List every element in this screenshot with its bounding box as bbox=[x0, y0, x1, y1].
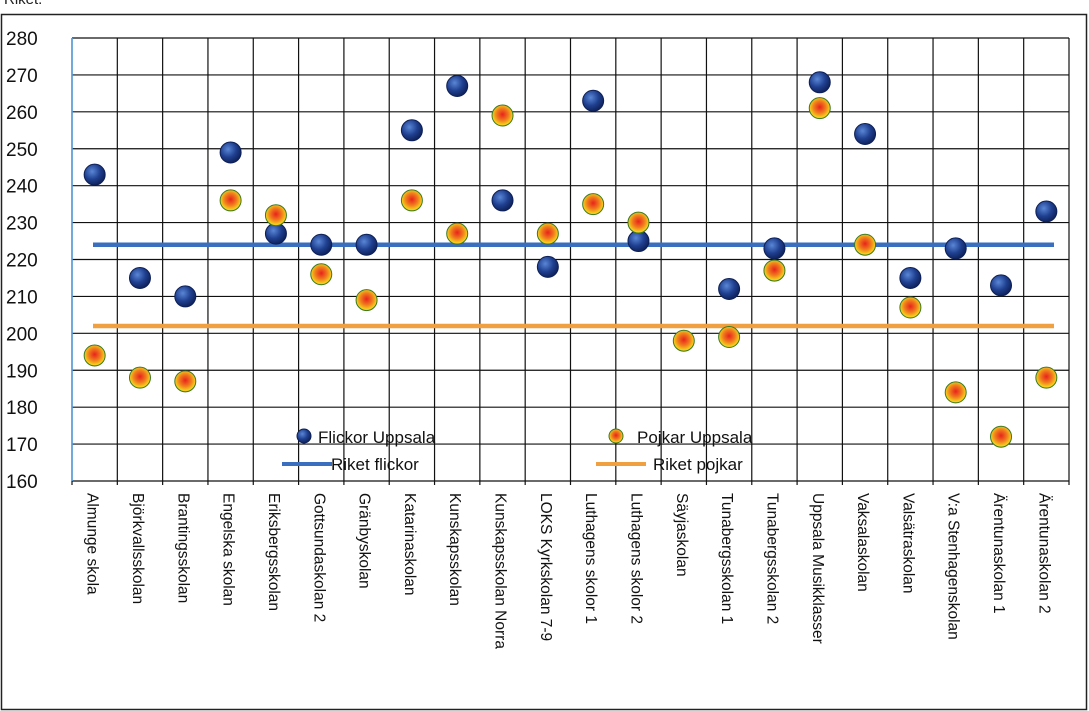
pojkar-point bbox=[264, 204, 287, 227]
pojkar-point bbox=[174, 370, 197, 393]
x-tick-label: Valsätraskolan bbox=[899, 493, 916, 594]
pojkar-point bbox=[400, 189, 423, 212]
y-axis-ticks: 160 170 180 190 200 210 220 230 240 250 260 270 280 bbox=[6, 29, 38, 493]
flickor-point bbox=[1035, 200, 1058, 223]
pojkar-point bbox=[990, 425, 1013, 448]
header-fragment: Riket. bbox=[4, 0, 42, 8]
x-tick-label: Gränbyskolan bbox=[356, 493, 373, 589]
pojkar-point bbox=[808, 97, 831, 120]
x-tick-label: Brantingsskolan bbox=[174, 493, 191, 603]
pojkar-point bbox=[128, 366, 151, 389]
flickor-point bbox=[627, 230, 650, 253]
x-tick-label: Katarinaskolan bbox=[401, 493, 418, 596]
y-tick-label: 190 bbox=[6, 361, 38, 382]
y-tick-label: 270 bbox=[6, 66, 38, 87]
flickor-point bbox=[854, 122, 877, 145]
flickor-point bbox=[491, 189, 514, 212]
flickor-point bbox=[446, 74, 469, 97]
x-tick-label: Tunabergsskolan 2 bbox=[763, 493, 780, 624]
flickor-point bbox=[808, 71, 831, 94]
pojkar-point bbox=[944, 381, 967, 404]
pojkar-point bbox=[899, 296, 922, 319]
x-tick-label: Tunabergsskolan 1 bbox=[718, 493, 735, 624]
y-tick-label: 230 bbox=[6, 214, 38, 235]
legend-label: Pojkar Uppsala bbox=[637, 428, 753, 447]
x-tick-label: Kunskapsskolan Norra bbox=[492, 493, 509, 649]
pojkar-point bbox=[1035, 366, 1058, 389]
y-tick-label: 170 bbox=[6, 435, 38, 456]
legend-label: Flickor Uppsala bbox=[318, 428, 436, 447]
flickor-point bbox=[174, 285, 197, 308]
y-tick-label: 280 bbox=[6, 29, 38, 50]
legend: Flickor Uppsala Pojkar Uppsala Riket flick… bbox=[282, 428, 753, 474]
y-tick-label: 160 bbox=[6, 472, 38, 493]
pojkar-point bbox=[582, 193, 605, 216]
flickor-point bbox=[763, 237, 786, 260]
flickor-point bbox=[128, 266, 151, 289]
x-axis-labels: Almunge skola Björkvallsskolan Brantingssk… bbox=[84, 493, 1053, 649]
pojkar-point bbox=[718, 326, 741, 349]
grid bbox=[71, 37, 1070, 485]
pojkar-point bbox=[854, 233, 877, 256]
flickor-point bbox=[310, 233, 333, 256]
pojkar-point bbox=[83, 344, 106, 367]
flickor-point bbox=[355, 233, 378, 256]
flickor-point bbox=[944, 237, 967, 260]
outer-frame bbox=[0, 13, 1088, 711]
legend-label: Riket pojkar bbox=[653, 455, 743, 474]
pojkar-point bbox=[627, 211, 650, 234]
x-tick-label: Almunge skola bbox=[84, 493, 101, 595]
x-tick-label: Kunskapsskolan bbox=[446, 493, 463, 606]
x-tick-label: Ärentunaskolan 2 bbox=[1035, 493, 1052, 614]
legend-marker bbox=[296, 428, 312, 444]
flickor-point bbox=[264, 222, 287, 245]
x-tick-label: Björkvallsskolan bbox=[129, 493, 146, 604]
pojkar-point bbox=[310, 263, 333, 286]
x-tick-label: Gottsundaskolan 2 bbox=[310, 493, 327, 622]
x-tick-label: LOKS Kyrkskolan 7-9 bbox=[537, 493, 554, 641]
flickor-point bbox=[400, 119, 423, 142]
x-tick-label: Säyjaskolan bbox=[673, 493, 690, 577]
y-tick-label: 250 bbox=[6, 140, 38, 161]
y-tick-label: 180 bbox=[6, 398, 38, 419]
flickor-point bbox=[899, 266, 922, 289]
flickor-point bbox=[718, 278, 741, 301]
flickor-point bbox=[83, 163, 106, 186]
pojkar-point bbox=[536, 222, 559, 245]
x-tick-label: Eriksbergsskolan bbox=[265, 493, 282, 611]
pojkar-point bbox=[219, 189, 242, 212]
data-points bbox=[83, 71, 1058, 448]
pojkar-point bbox=[446, 222, 469, 245]
reference-lines bbox=[93, 242, 1054, 329]
pojkar-point bbox=[355, 289, 378, 312]
legend-label: Riket flickor bbox=[331, 455, 419, 474]
legend-marker bbox=[608, 428, 624, 444]
flickor-point bbox=[582, 89, 605, 112]
pojkar-point bbox=[763, 259, 786, 282]
pojkar-point bbox=[672, 329, 695, 352]
y-tick-label: 210 bbox=[6, 287, 38, 308]
y-tick-label: 200 bbox=[6, 324, 38, 345]
flickor-point bbox=[990, 274, 1013, 297]
x-tick-label: Vaksalaskolan bbox=[854, 493, 871, 592]
flickor-point bbox=[219, 141, 242, 164]
x-tick-label: Luthagens skolor 2 bbox=[627, 493, 644, 624]
x-tick-label: Engelska skolan bbox=[220, 493, 237, 606]
pojkar-point bbox=[491, 104, 514, 127]
y-tick-label: 240 bbox=[6, 177, 38, 198]
y-tick-label: 260 bbox=[6, 103, 38, 124]
x-tick-label: Ärentunaskolan 1 bbox=[990, 493, 1007, 614]
x-tick-label: Luthagens skolor 1 bbox=[582, 493, 599, 624]
flickor-point bbox=[536, 255, 559, 278]
x-tick-label: V:a Stenhagenskolan bbox=[945, 493, 962, 640]
y-tick-label: 220 bbox=[6, 251, 38, 272]
x-tick-label: Uppsala Musikklasser bbox=[809, 493, 826, 644]
